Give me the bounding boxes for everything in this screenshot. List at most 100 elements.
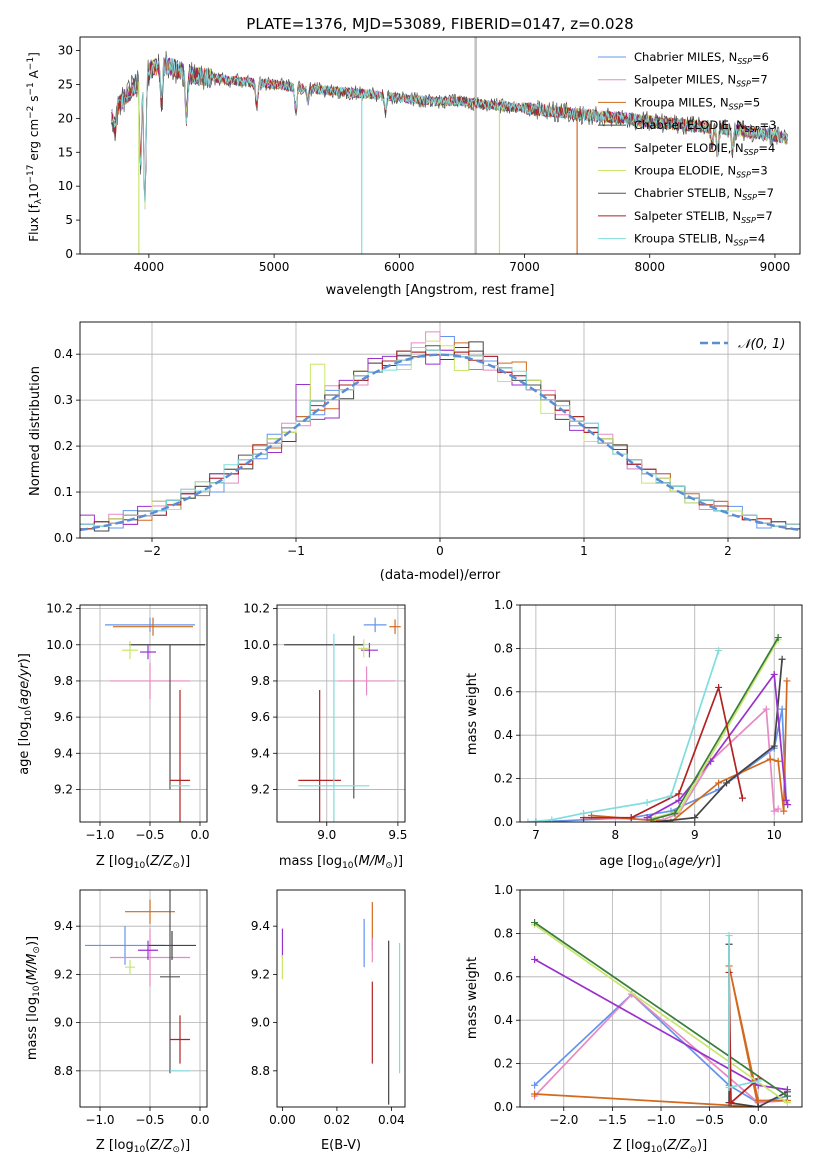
mass_vs_Z-plot-area [85,890,196,1074]
massweight-line [534,924,788,1104]
massweight-marker [783,1086,791,1094]
massweight-marker [627,814,635,822]
age-vs-mass-panel: mass [log10(M/M⊙)] 9.0 9.5 9.2 9.4 9.6 9.8 10.… [243,602,407,871]
massweight-marker [675,796,683,804]
massweight-marker [532,818,540,822]
spectrum-xlabel: wavelength [Angstrom, rest frame] [326,283,555,298]
residual-histogram [80,347,800,527]
spectrum-ytick-label: 10 [58,179,73,193]
massweight-marker [531,1081,539,1089]
age_vs_mass-xtick-label: 9.5 [388,828,407,842]
mass_vs_ebv-ytick-label: 9.2 [251,967,270,981]
massweight-marker [774,757,782,765]
massweight-marker [770,807,778,815]
spectrum-ylabel: Flux [fλ10−17 erg cm−2 s−1 A−1] [26,52,44,242]
spectrum-ytick-label: 15 [58,145,73,159]
mass_vs_Z-xtick-label: 0.0 [190,1113,209,1127]
massweight-marker [671,809,679,817]
spectrum-panel: PLATE=1376, MJD=53089, FIBERID=0147, z=0… [26,15,801,298]
age_vs_Z-frame [79,604,208,823]
massweight-marker [754,1096,762,1104]
massweight_vs_Z-xtick-label: −2.0 [549,1113,578,1127]
spectrum-plot-area [110,37,788,254]
age_vs_mass-frame [276,604,406,823]
massweight_vs_age-xtick-label: 7 [532,828,540,842]
residuals-ytick-label: 0.2 [54,439,73,453]
massweight-marker [783,1092,791,1100]
spectrum-model-line [110,56,788,203]
age_vs_Z-ytick-label: 9.4 [54,746,73,760]
massweight-marker [531,1090,539,1098]
residuals-xtick-label: 2 [724,544,732,558]
age_vs_mass-ytick-label: 10.2 [243,602,270,616]
massweight-marker [643,814,651,822]
massweight_vs_age-ytick-label: 0.2 [494,772,513,786]
massweight_vs_age-frame [519,604,803,823]
massweight-marker [774,634,782,642]
massZ-xlabel: Z [log10(Z/Z⊙)] [96,1138,190,1155]
spectrum-ytick-label: 20 [58,111,73,125]
mass_vs_Z-ytick-label: 9.4 [54,919,73,933]
mass_vs_Z-ytick-label: 9.2 [54,967,73,981]
residuals-ylabel: Normed distribution [28,366,43,496]
massweight_vs_Z-ytick-label: 1.0 [494,883,513,897]
massweight-marker [531,955,539,963]
massweight-line [534,921,788,1097]
age_vs_Z-ytick-label: 9.6 [54,710,73,724]
residuals-frame [79,321,801,539]
massweight-marker [524,818,532,822]
massweight_vs_Z-xtick-label: 0.0 [749,1113,768,1127]
massweight_vs_age-ytick-label: 0.4 [494,728,513,742]
massweight_vs_age-ytick-label: 0.8 [494,641,513,655]
spectrum-frame [79,36,801,255]
massweight-marker [723,779,731,787]
mass-vs-metallicity-panel: Z [log10(Z/Z⊙)] mass [log10(M/M⊙)] −1.0 −… [25,889,210,1155]
age_vs_Z-ytick-label: 10.0 [46,638,73,652]
massweight_vs_Z-xtick-label: −1.0 [646,1113,675,1127]
massweight-marker [754,1103,762,1107]
massweight-marker [782,796,790,804]
massweight-marker [783,677,791,685]
massweight-marker [784,801,792,809]
legend-label: Kroupa ELODIE, NSSP=3 [634,164,768,180]
mass_vs_ebv-ytick-label: 9.4 [251,919,270,933]
massweight-marker [770,670,778,678]
legend-label: Chabrier MILES, NSSP=6 [634,50,769,66]
massweight-marker [738,794,746,802]
massweight-marker [715,683,723,691]
legend-label: Chabrier STELIB, NSSP=7 [634,186,774,202]
massweight_vs_Z-plot-area [531,919,791,1107]
massweight_vs_Z-ytick-label: 0.8 [494,926,513,940]
massweight_vs_Z-frame [519,889,803,1108]
massweight-marker [754,1077,762,1085]
massweight-line [535,709,787,822]
massweight_vs_age-ytick-label: 0.0 [494,815,513,829]
massweight-marker [778,705,786,713]
age_vs_mass-ytick-label: 9.2 [251,782,270,796]
spectrum-xtick-label: 9000 [760,260,791,274]
mwAge-xlabel: age [log10(age/yr)] [599,854,721,871]
massweight-marker [762,705,770,713]
massweight-marker [667,792,675,800]
spectrum-xtick-label: 6000 [384,260,415,274]
age_vs_mass-plot-area [284,617,401,822]
legend-label: Salpeter ELODIE, NSSP=4 [634,141,775,157]
residuals-panel: (data-model)/error Normed distribution −… [28,321,801,583]
normal-legend-label: 𝒩(0, 1) [738,337,785,352]
massweight_vs_age-xtick-label: 10 [767,828,782,842]
massEbv-xlabel: E(B-V) [321,1138,361,1153]
mass_vs_ebv-xtick-label: 0.02 [324,1113,351,1127]
massweight_vs_age-plot-area [524,634,792,822]
spectrum-ytick-label: 30 [58,44,73,58]
spectrum-ytick-label: 0 [65,247,73,261]
massweight_vs_Z-xtick-label: −0.5 [695,1113,724,1127]
age_vs_Z-ytick-label: 9.8 [54,674,73,688]
legend-label: Salpeter STELIB, NSSP=7 [634,209,773,225]
residuals-ytick-label: 0.1 [54,485,73,499]
spectrum-xtick-label: 5000 [259,260,290,274]
age_vs_Z-ytick-label: 9.2 [54,782,73,796]
masked-band [474,37,477,254]
age_vs_Z-xtick-label: 0.0 [190,828,209,842]
spectrum-title: PLATE=1376, MJD=53089, FIBERID=0147, z=0… [246,15,633,33]
